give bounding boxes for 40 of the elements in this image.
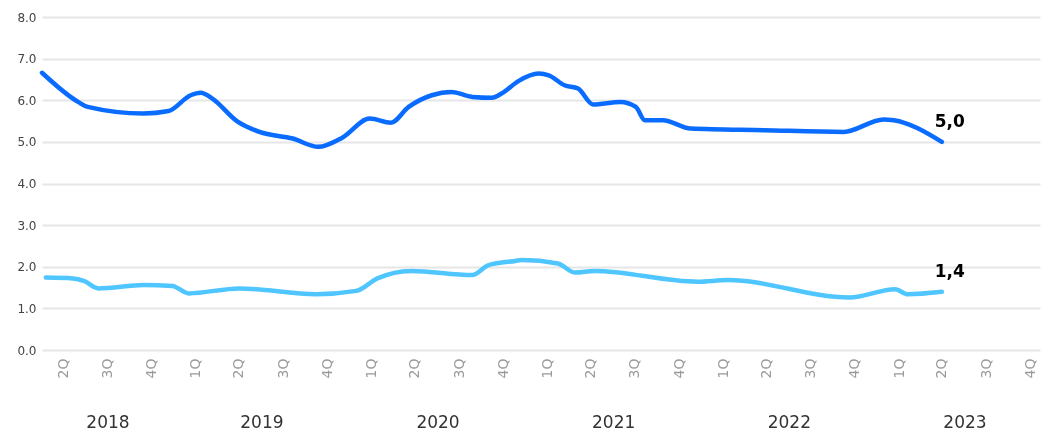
x-tick-label: 2Q bbox=[582, 358, 599, 379]
x-tick-label: 3Q bbox=[977, 358, 994, 379]
x-tick-label: 3Q bbox=[626, 358, 643, 379]
x-tick-label: 4Q bbox=[143, 358, 160, 379]
x2-tick-label: 2018 bbox=[86, 411, 130, 432]
x-tick-label: 2Q bbox=[757, 358, 774, 379]
x-tick-label: 4Q bbox=[318, 358, 335, 379]
x-tick-label: 4Q bbox=[494, 358, 511, 379]
x2-tick-label: 2020 bbox=[416, 411, 460, 432]
y-tick-label: 6.0 bbox=[17, 93, 37, 108]
y-tick-label: 2.0 bbox=[17, 260, 37, 275]
x-tick-label: 3Q bbox=[450, 358, 467, 379]
x2-tick-label: 2021 bbox=[592, 411, 636, 432]
y-tick-label: 3.0 bbox=[17, 218, 37, 233]
data-label: 5,0 bbox=[934, 110, 966, 131]
data-label: 1,4 bbox=[934, 260, 966, 281]
x2-tick-label: 2022 bbox=[767, 411, 811, 432]
x-tick-label: 4Q bbox=[670, 358, 687, 379]
x-tick-label: 3Q bbox=[801, 358, 818, 379]
x-tick-label: 2Q bbox=[406, 358, 423, 379]
y-tick-label: 8.0 bbox=[17, 10, 37, 25]
y-tick-label: 4.0 bbox=[17, 177, 37, 191]
x-tick-label: 4Q bbox=[846, 358, 863, 379]
x-tick-label: 1Q bbox=[890, 358, 907, 379]
x-tick-label: 1Q bbox=[714, 358, 731, 379]
x-tick-label: 3Q bbox=[274, 358, 291, 379]
x2-tick-label: 2023 bbox=[943, 411, 987, 432]
x-tick-label: 1Q bbox=[363, 358, 380, 379]
x-tick-label: 1Q bbox=[539, 358, 556, 379]
y-tick-label: 1.0 bbox=[17, 301, 37, 316]
x-tick-label: 3Q bbox=[98, 358, 115, 379]
y-tick-label: 0.0 bbox=[17, 343, 37, 358]
x-tick-label: 2Q bbox=[230, 358, 247, 379]
x-tick-label: 1Q bbox=[187, 358, 204, 379]
x-tick-label: 2Q bbox=[933, 358, 950, 379]
x-tick-label: 4Q bbox=[1021, 358, 1038, 379]
y-tick-label: 5.0 bbox=[17, 135, 37, 150]
y-tick-label: 7.0 bbox=[17, 52, 37, 67]
x2-tick-label: 2019 bbox=[240, 411, 284, 432]
x-tick-label: 2Q bbox=[54, 358, 71, 379]
